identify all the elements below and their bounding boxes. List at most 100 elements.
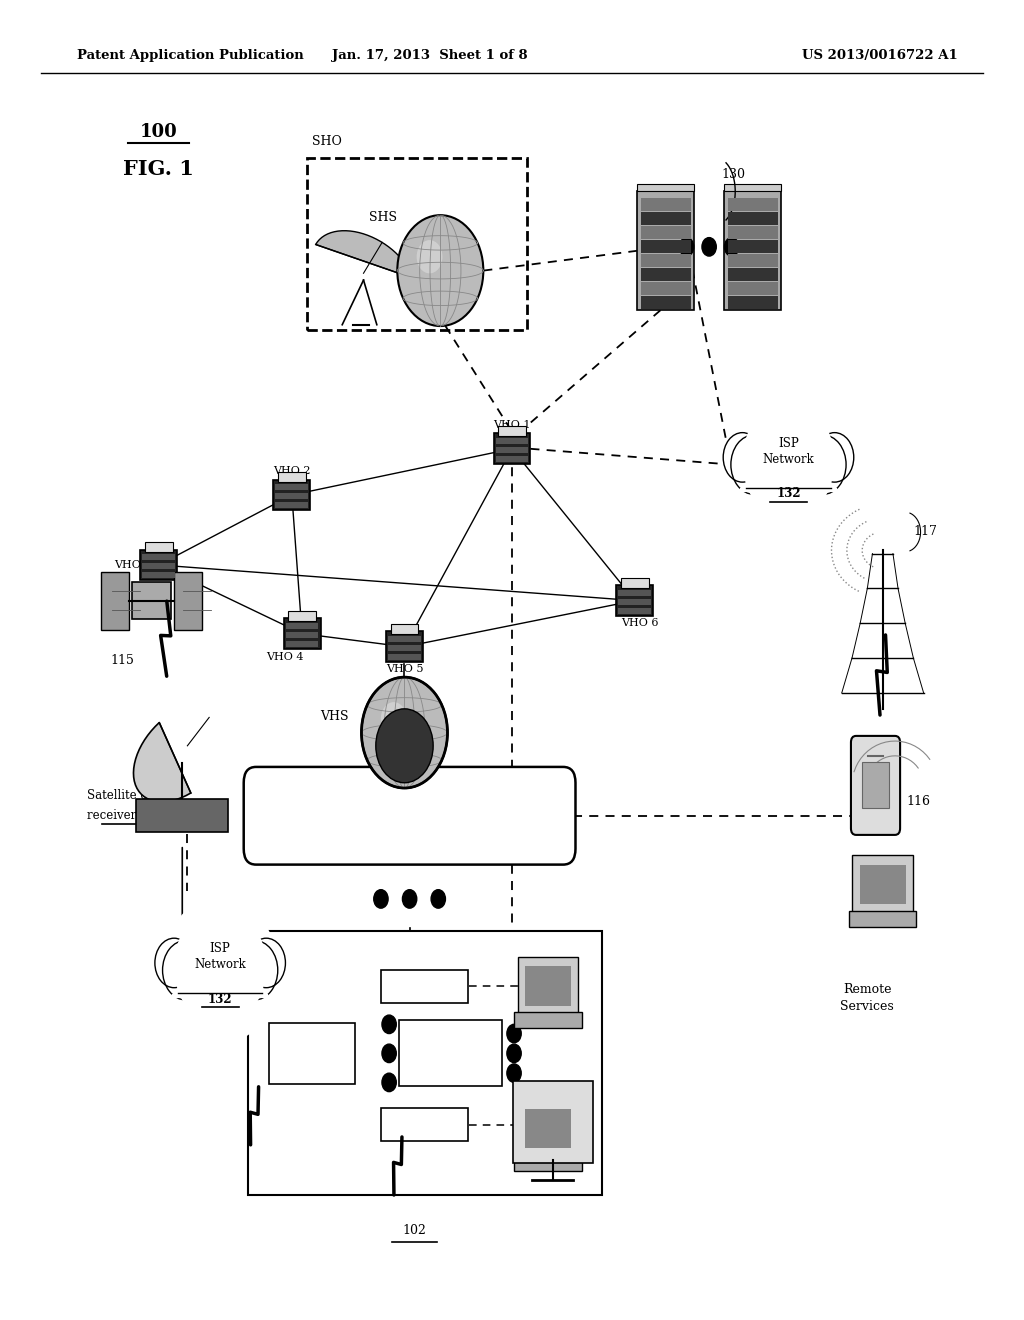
Circle shape	[231, 940, 278, 1001]
Text: 106: 106	[440, 979, 459, 987]
Circle shape	[753, 453, 794, 506]
FancyBboxPatch shape	[618, 607, 651, 614]
FancyBboxPatch shape	[142, 554, 175, 560]
Circle shape	[174, 907, 266, 1026]
FancyBboxPatch shape	[278, 473, 305, 482]
Text: Jan. 17, 2013  Sheet 1 of 8: Jan. 17, 2013 Sheet 1 of 8	[332, 49, 528, 62]
Text: 115: 115	[111, 653, 134, 667]
Text: Patent Application Publication: Patent Application Publication	[77, 49, 303, 62]
FancyBboxPatch shape	[518, 1100, 578, 1158]
FancyBboxPatch shape	[100, 572, 129, 630]
FancyBboxPatch shape	[273, 479, 310, 511]
Text: 117: 117	[913, 525, 937, 539]
FancyBboxPatch shape	[514, 1155, 582, 1171]
FancyBboxPatch shape	[248, 931, 601, 1195]
Circle shape	[155, 939, 194, 987]
FancyBboxPatch shape	[381, 1109, 469, 1140]
Circle shape	[702, 238, 717, 256]
FancyBboxPatch shape	[174, 572, 202, 630]
Text: VHO 2: VHO 2	[273, 466, 310, 477]
FancyBboxPatch shape	[641, 268, 691, 281]
FancyBboxPatch shape	[496, 447, 528, 453]
FancyBboxPatch shape	[852, 855, 913, 913]
Circle shape	[163, 896, 278, 1044]
FancyBboxPatch shape	[286, 640, 318, 647]
FancyBboxPatch shape	[849, 911, 916, 927]
Text: ISP
Network: ISP Network	[195, 942, 246, 972]
Text: 104: 104	[329, 1045, 348, 1053]
FancyBboxPatch shape	[269, 1023, 355, 1084]
Text: VHO 5: VHO 5	[386, 664, 423, 675]
FancyBboxPatch shape	[727, 253, 778, 267]
Circle shape	[381, 702, 407, 735]
Circle shape	[397, 215, 483, 326]
FancyBboxPatch shape	[494, 433, 530, 465]
Circle shape	[507, 1064, 521, 1082]
FancyBboxPatch shape	[289, 611, 315, 620]
Text: US 2013/0016722 A1: US 2013/0016722 A1	[802, 49, 957, 62]
Text: FIG. 1: FIG. 1	[123, 158, 195, 180]
FancyBboxPatch shape	[518, 957, 578, 1015]
FancyBboxPatch shape	[514, 1012, 582, 1028]
FancyBboxPatch shape	[391, 624, 418, 634]
Text: VHO 6: VHO 6	[622, 618, 658, 628]
FancyBboxPatch shape	[727, 198, 778, 211]
FancyBboxPatch shape	[641, 226, 691, 239]
Circle shape	[184, 958, 225, 1011]
FancyBboxPatch shape	[386, 631, 423, 663]
Text: receiver 131: receiver 131	[87, 809, 162, 822]
FancyBboxPatch shape	[862, 762, 889, 808]
FancyBboxPatch shape	[727, 282, 778, 296]
Circle shape	[215, 958, 256, 1011]
FancyBboxPatch shape	[496, 455, 528, 462]
Text: SHO: SHO	[312, 135, 342, 148]
FancyBboxPatch shape	[388, 653, 421, 660]
Circle shape	[402, 890, 417, 908]
Circle shape	[680, 238, 694, 256]
FancyBboxPatch shape	[388, 636, 421, 642]
FancyBboxPatch shape	[727, 296, 778, 309]
Circle shape	[190, 911, 250, 986]
FancyBboxPatch shape	[641, 213, 691, 226]
Text: 107: 107	[481, 1045, 501, 1053]
FancyBboxPatch shape	[725, 185, 781, 191]
Circle shape	[374, 890, 388, 908]
Text: ACCESS NETWORK: ACCESS NETWORK	[329, 809, 490, 822]
Circle shape	[382, 1015, 396, 1034]
FancyBboxPatch shape	[140, 549, 177, 581]
FancyBboxPatch shape	[142, 572, 175, 578]
FancyBboxPatch shape	[727, 226, 778, 239]
FancyBboxPatch shape	[616, 585, 653, 616]
Text: VHO 4: VHO 4	[266, 652, 303, 663]
FancyBboxPatch shape	[286, 632, 318, 638]
FancyBboxPatch shape	[142, 564, 175, 569]
Circle shape	[431, 890, 445, 908]
FancyBboxPatch shape	[307, 158, 527, 330]
Circle shape	[247, 939, 286, 987]
Text: ISP
Network: ISP Network	[763, 437, 814, 466]
Text: 108: 108	[517, 973, 540, 986]
Circle shape	[361, 677, 447, 788]
FancyBboxPatch shape	[621, 578, 649, 587]
FancyBboxPatch shape	[513, 1081, 594, 1163]
Polygon shape	[315, 231, 413, 279]
FancyBboxPatch shape	[498, 426, 526, 436]
Text: SHS: SHS	[369, 211, 396, 224]
Circle shape	[815, 433, 854, 482]
Text: 130: 130	[722, 168, 745, 181]
Text: STB: STB	[387, 978, 411, 989]
Text: STB: STB	[387, 1117, 411, 1127]
FancyBboxPatch shape	[851, 737, 900, 834]
FancyBboxPatch shape	[136, 799, 228, 832]
FancyBboxPatch shape	[727, 240, 778, 253]
FancyBboxPatch shape	[618, 599, 651, 605]
Polygon shape	[133, 722, 190, 801]
FancyBboxPatch shape	[399, 1020, 502, 1086]
Text: VHO 3: VHO 3	[115, 560, 152, 570]
FancyBboxPatch shape	[637, 185, 694, 191]
Circle shape	[725, 238, 739, 256]
Circle shape	[163, 940, 209, 1001]
Text: VHS: VHS	[319, 710, 348, 723]
FancyBboxPatch shape	[641, 296, 691, 309]
Text: VHO 1: VHO 1	[494, 420, 530, 430]
